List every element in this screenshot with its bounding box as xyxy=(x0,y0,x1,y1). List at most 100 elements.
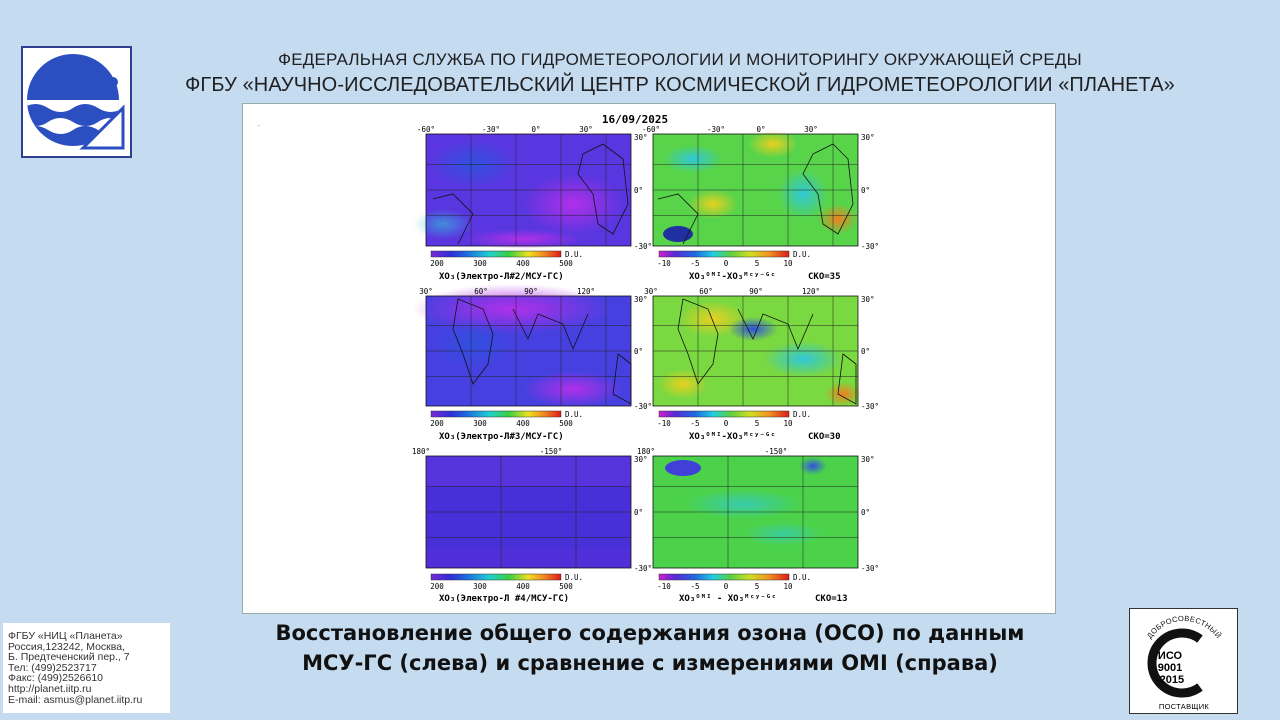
latitude-tick-label: -30° xyxy=(634,242,652,251)
contact-phone: Тел: (499)2523717 xyxy=(8,661,97,674)
right-scale-tick: -5 xyxy=(690,259,699,268)
right-colorbar-row-2 xyxy=(658,410,790,418)
left-scale-unit: D.U. xyxy=(565,573,583,582)
iso-code-3: -2015 xyxy=(1156,674,1184,686)
left-scale-tick: 300 xyxy=(473,582,487,591)
row-1 xyxy=(413,130,858,249)
map-grid-lines xyxy=(425,133,859,569)
right-scale-tick: -10 xyxy=(657,259,671,268)
latitude-tick-label: 0° xyxy=(861,508,870,517)
right-scale-tick: 10 xyxy=(783,259,793,268)
right-colorbar-row-3 xyxy=(658,573,790,581)
latitude-tick-label: 30° xyxy=(861,455,875,464)
colorbars xyxy=(430,250,790,581)
left-scale-tick: 300 xyxy=(473,259,487,268)
ozone-figure-panel: . 16/09/2025 xyxy=(242,103,1056,614)
contact-line: Россия,123242, Москва, xyxy=(8,640,125,653)
left-scale-tick: 400 xyxy=(516,419,530,428)
latitude-tick-label: 0° xyxy=(634,347,643,356)
latitude-tick-label: 30° xyxy=(634,133,648,142)
right-scale-unit: D.U. xyxy=(793,573,811,582)
right-scale-tick: -10 xyxy=(657,419,671,428)
right-scale-tick: 0 xyxy=(724,419,729,428)
longitude-tick-label: 0° xyxy=(531,125,540,134)
left-scale-tick: 300 xyxy=(473,419,487,428)
caption-line-1: Восстановление общего содержания озона (… xyxy=(275,621,1025,645)
contact-info: ФГБУ «НИЦ «Планета» Россия,123242, Москв… xyxy=(3,623,170,713)
right-scale-unit: D.U. xyxy=(793,250,811,259)
contact-email: E-mail: asmus@planet.iitp.ru xyxy=(8,693,143,706)
planeta-logo xyxy=(21,46,132,158)
header-line-1: ФЕДЕРАЛЬНАЯ СЛУЖБА ПО ГИДРОМЕТЕОРОЛОГИИ … xyxy=(278,50,1082,69)
latitude-tick-label: 30° xyxy=(861,133,875,142)
longitude-tick-label: 180° xyxy=(412,447,430,456)
longitude-tick-label: 30° xyxy=(419,287,433,296)
longitude-tick-label: 60° xyxy=(474,287,488,296)
longitude-tick-label: 180° xyxy=(637,447,655,456)
slide-caption: Восстановление общего содержания озона (… xyxy=(180,618,1120,678)
latitude-tick-label: 0° xyxy=(634,508,643,517)
latitude-tick-label: 30° xyxy=(634,455,648,464)
longitude-tick-label: -150° xyxy=(540,447,563,456)
iso-certification-badge: ДОБРОСОВЕСТНЫЙ ИСО 9001 -2015 ПОСТАВЩИК xyxy=(1129,608,1238,714)
sko-row-3: СКО=13 xyxy=(815,594,848,604)
latitude-tick-label: -30° xyxy=(634,402,652,411)
left-scale-unit: D.U. xyxy=(565,410,583,419)
right-scale-tick: -5 xyxy=(690,582,699,591)
right-label-row-2: XO₃ᴼᴹᴵ-XO₃ᴹᶜʸ⁻ᴳᶜ xyxy=(689,432,776,442)
latitude-tick-label: -30° xyxy=(861,402,879,411)
map-left-row-1 xyxy=(413,134,631,249)
longitude-tick-label: -30° xyxy=(707,125,725,134)
right-label-row-1: XO₃ᴼᴹᴵ-XO₃ᴹᶜʸ⁻ᴳᶜ xyxy=(689,272,776,282)
longitude-tick-label: 0° xyxy=(756,125,765,134)
left-colorbar-row-1 xyxy=(430,250,562,258)
longitude-tick-label: 60° xyxy=(699,287,713,296)
right-label-row-3: XO₃ᴼᴹᴵ - XO₃ᴹᶜʸ⁻ᴳᶜ xyxy=(679,594,777,604)
left-label-row-1: XO₃(Электро-Л#2/МСУ-ГС) xyxy=(439,272,564,282)
contact-line: ФГБУ «НИЦ «Планета» xyxy=(8,630,123,642)
contact-line: Б. Предтеченский пер., 7 xyxy=(8,651,130,664)
left-scale-tick: 400 xyxy=(516,259,530,268)
longitude-tick-label: -60° xyxy=(417,125,435,134)
latitude-tick-label: 0° xyxy=(634,186,643,195)
latitude-tick-label: 0° xyxy=(861,186,870,195)
longitude-tick-label: -150° xyxy=(765,447,788,456)
sko-row-1: СКО=35 xyxy=(808,272,841,282)
iso-code-1: ИСО xyxy=(1158,650,1183,662)
right-colorbar-row-1 xyxy=(658,250,790,258)
longitude-tick-label: 120° xyxy=(802,287,820,296)
left-scale-unit: D.U. xyxy=(565,250,583,259)
right-scale-tick: 5 xyxy=(755,259,760,268)
left-scale-tick: 500 xyxy=(559,419,573,428)
right-scale-tick: 10 xyxy=(783,582,793,591)
latitude-tick-label: 0° xyxy=(861,347,870,356)
sko-row-2: СКО=30 xyxy=(808,432,841,442)
latitude-tick-label: 30° xyxy=(861,295,875,304)
longitude-tick-label: -30° xyxy=(482,125,500,134)
longitude-tick-label: 90° xyxy=(749,287,763,296)
left-label-row-2: XO₃(Электро-Л#3/МСУ-ГС) xyxy=(439,432,564,442)
left-label-row-3: XO₃(Электро-Л #4/МСУ-ГС) xyxy=(439,594,569,604)
latitude-tick-label: -30° xyxy=(634,564,652,573)
ozone-maps-figure: . 16/09/2025 xyxy=(257,113,879,604)
contact-fax: Факс: (499)2526610 xyxy=(8,672,104,685)
longitude-tick-label: 30° xyxy=(579,125,593,134)
right-scale-tick: -5 xyxy=(690,419,699,428)
map-tick-labels: -60° -30° 0° 30°30°0°-30°-60° -30° 0° 30°30°0°… xyxy=(412,125,879,573)
left-scale-tick: 500 xyxy=(559,259,573,268)
left-scale-tick: 400 xyxy=(516,582,530,591)
longitude-tick-label: 120° xyxy=(577,287,595,296)
longitude-tick-label: 90° xyxy=(524,287,538,296)
header-line-2: ФГБУ «НАУЧНО-ИССЛЕДОВАТЕЛЬСКИЙ ЦЕНТР КОС… xyxy=(185,74,1175,96)
map-right-row-1 xyxy=(653,130,858,246)
iso-bottom-text: ПОСТАВЩИК xyxy=(1159,702,1210,711)
iso-badge-icon: ДОБРОСОВЕСТНЫЙ ИСО 9001 -2015 ПОСТАВЩИК xyxy=(1145,614,1223,711)
left-colorbar-row-3 xyxy=(430,573,562,581)
latitude-tick-label: -30° xyxy=(861,242,879,251)
caption-line-2: МСУ-ГС (слева) и сравнение с измерениями… xyxy=(302,651,998,675)
right-scale-tick: 10 xyxy=(783,419,793,428)
left-scale-tick: 200 xyxy=(430,582,444,591)
right-scale-tick: 5 xyxy=(755,419,760,428)
figure-date: 16/09/2025 xyxy=(602,113,668,126)
